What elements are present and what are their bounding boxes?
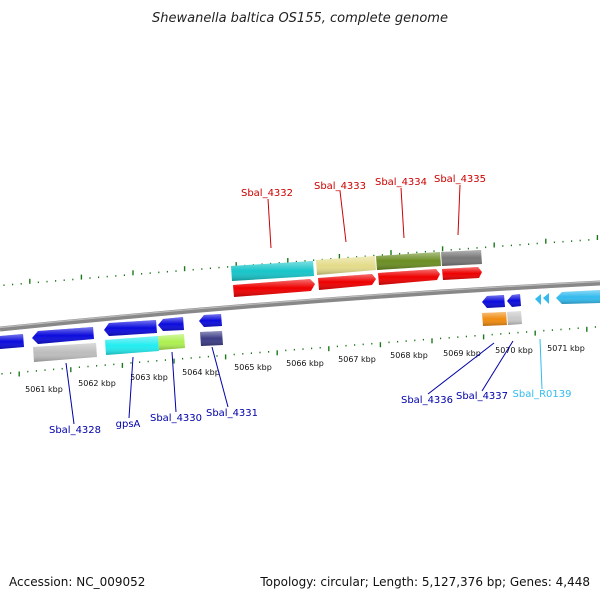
label-sbal-4330[interactable]: Sbal_4330: [150, 413, 202, 424]
label-sbal-4331[interactable]: Sbal_4331: [206, 408, 258, 419]
label-sbal-4328[interactable]: Sbal_4328: [49, 425, 101, 436]
label-sbal-4332[interactable]: Sbal_4332: [241, 188, 293, 199]
genome-backbone: [0, 280, 600, 332]
label-sbal-r0139[interactable]: Sbal_R0139: [513, 389, 572, 400]
kbp-label-5063: 5063 kbp: [130, 373, 168, 382]
kbp-label-5071: 5071 kbp: [547, 344, 585, 353]
rna-arrow-2[interactable]: [543, 293, 549, 304]
kbp-labels: 5061 kbp 5062 kbp 5063 kbp 5064 kbp 5065…: [25, 344, 585, 394]
label-gpsa[interactable]: gpsA: [116, 419, 141, 430]
label-sbal-4335[interactable]: Sbal_4335: [434, 174, 486, 185]
rna-arrow-1[interactable]: [535, 294, 541, 305]
kbp-label-5065: 5065 kbp: [234, 363, 272, 372]
kbp-label-5067: 5067 kbp: [338, 355, 376, 364]
kbp-label-5064: 5064 kbp: [182, 368, 220, 377]
label-sbal-4334[interactable]: Sbal_4334: [375, 177, 427, 188]
label-sbal-4337[interactable]: Sbal_4337: [456, 391, 508, 402]
label-sbal-4333[interactable]: Sbal_4333: [314, 181, 366, 192]
kbp-label-5066: 5066 kbp: [286, 359, 324, 368]
accession-text: Accession: NC_009052: [9, 575, 145, 589]
reverse-cog-track: [33, 311, 522, 362]
lower-tick-row: [1, 326, 597, 377]
genome-summary-text: Topology: circular; Length: 5,127,376 bp…: [259, 575, 590, 589]
forward-cog-track: [231, 250, 482, 281]
kbp-label-5062: 5062 kbp: [78, 379, 116, 388]
upper-tick-row: [3, 235, 599, 286]
forward-cds-track: [233, 267, 482, 297]
kbp-label-5069: 5069 kbp: [443, 349, 481, 358]
label-sbal-4336[interactable]: Sbal_4336: [401, 395, 453, 406]
map-title: Shewanella baltica OS155, complete genom…: [152, 11, 448, 26]
reverse-gene-labels: Sbal_4328 gpsA Sbal_4330 Sbal_4331 Sbal_…: [49, 338, 572, 436]
forward-gene-labels: Sbal_4332 Sbal_4333 Sbal_4334 Sbal_4335: [241, 174, 486, 249]
kbp-label-5070: 5070 kbp: [495, 346, 533, 355]
kbp-label-5068: 5068 kbp: [390, 351, 428, 360]
kbp-label-5061: 5061 kbp: [25, 385, 63, 394]
reverse-cds-track: [0, 290, 600, 349]
